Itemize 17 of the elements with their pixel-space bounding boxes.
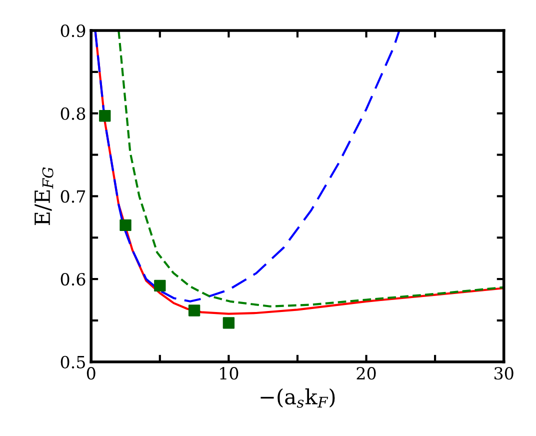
y-tick-label: 0.9: [60, 24, 86, 38]
point: [120, 219, 132, 232]
y-tick-label: 0.7: [60, 190, 86, 203]
y-tick-label: 0.6: [60, 273, 86, 286]
y-tick-label: 0.8: [60, 107, 86, 120]
x-tick-label: 10: [220, 367, 238, 380]
x-tick-label: 20: [356, 367, 376, 380]
x-tick-label: 0: [86, 367, 96, 380]
line-series: [94, 30, 400, 302]
y-tick-label: 0.5: [60, 356, 85, 368]
point: [188, 304, 200, 316]
point: [222, 317, 235, 329]
point: [154, 280, 166, 292]
x-tick-label: 30: [494, 367, 514, 380]
y-axis-title: E/E$_{FG}$: [34, 167, 54, 226]
point: [99, 110, 111, 122]
x-axis-title: −(a$_{s}$k$_{F}$): [260, 388, 335, 408]
